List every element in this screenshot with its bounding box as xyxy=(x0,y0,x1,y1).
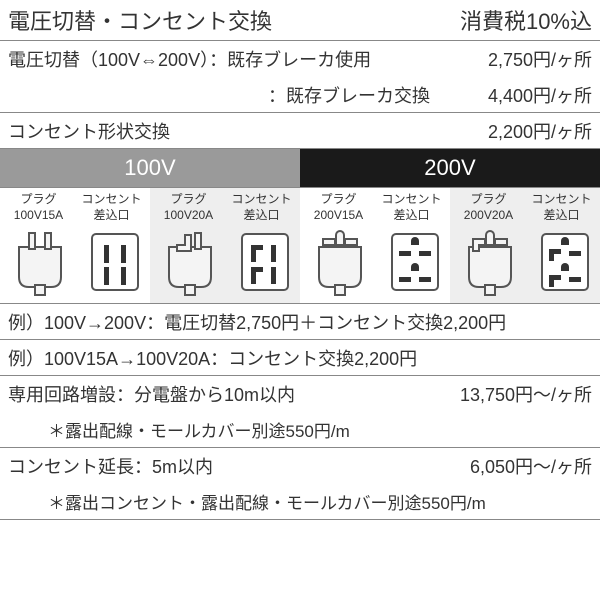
example-text: 例）100V→200V：電圧切替2,750円＋コンセント交換2,200円 xyxy=(8,309,506,335)
plug-label: プラグ 100V15A xyxy=(2,192,75,223)
plug-icon xyxy=(9,227,71,297)
plug-icon xyxy=(309,227,371,297)
plug-icon xyxy=(159,227,221,297)
extend-price: 6,050円～/ヶ所 xyxy=(470,453,592,479)
example-text: 例）100V15A→100V20A：コンセント交換2,200円 xyxy=(8,345,417,371)
extend-note-row: ＊露出コンセント・露出配線・モールカバー別途550円/m xyxy=(0,484,600,520)
outlet-label: コンセント 差込口 xyxy=(75,192,148,223)
extend-row: コンセント延長：5m以内 6,050円～/ヶ所 xyxy=(0,448,600,484)
outlet-icon xyxy=(239,231,291,293)
title: 電圧切替・コンセント交換 xyxy=(8,4,460,36)
price-value: 4,400円/ヶ所 xyxy=(442,82,592,108)
price-label: 電圧切替（100V⇔200V）：既存ブレーカ使用 xyxy=(8,46,488,72)
extend-label: コンセント延長：5m以内 xyxy=(8,453,470,479)
voltage-tabs: 100V 200V xyxy=(0,149,600,188)
example-row-2: 例）100V15A→100V20A：コンセント交換2,200円 xyxy=(0,340,600,376)
outlet-icon xyxy=(539,231,591,293)
circuit-note: ＊露出配線・モールカバー別途550円/m xyxy=(8,417,350,442)
price-row-2: ：既存ブレーカ交換 4,400円/ヶ所 xyxy=(0,77,600,113)
outlet-label: コンセント 差込口 xyxy=(225,192,298,223)
plug-label: プラグ 200V15A xyxy=(302,192,375,223)
outlet-icon xyxy=(389,231,441,293)
outlet-label: コンセント 差込口 xyxy=(375,192,448,223)
outlet-label: コンセント 差込口 xyxy=(525,192,598,223)
plug-icon xyxy=(459,227,521,297)
circuit-label: 専用回路増設：分電盤から10m以内 xyxy=(8,381,460,407)
price-label: ：既存ブレーカ交換 xyxy=(8,82,442,108)
plug-cell-200v15a: プラグ 200V15A コンセント 差込口 xyxy=(300,188,450,303)
tab-200v: 200V xyxy=(300,149,600,187)
price-row-1: 電圧切替（100V⇔200V）：既存ブレーカ使用 2,750円/ヶ所 xyxy=(0,41,600,77)
plug-row: プラグ 100V15A コンセント 差込口 プラグ 100V20A コンセント … xyxy=(0,188,600,304)
outlet-icon xyxy=(89,231,141,293)
circuit-note-row: ＊露出配線・モールカバー別途550円/m xyxy=(0,412,600,448)
plug-cell-100v15a: プラグ 100V15A コンセント 差込口 xyxy=(0,188,150,303)
extend-note: ＊露出コンセント・露出配線・モールカバー別途550円/m xyxy=(8,489,486,514)
example-row-1: 例）100V→200V：電圧切替2,750円＋コンセント交換2,200円 xyxy=(0,304,600,340)
price-value: 2,750円/ヶ所 xyxy=(488,46,592,72)
price-value: 2,200円/ヶ所 xyxy=(488,118,592,144)
plug-cell-100v20a: プラグ 100V20A コンセント 差込口 xyxy=(150,188,300,303)
tax-note: 消費税10%込 xyxy=(460,4,592,36)
header-row: 電圧切替・コンセント交換 消費税10%込 xyxy=(0,0,600,41)
plug-label: プラグ 100V20A xyxy=(152,192,225,223)
circuit-price: 13,750円～/ヶ所 xyxy=(460,381,592,407)
tab-100v: 100V xyxy=(0,149,300,187)
price-label: コンセント形状交換 xyxy=(8,118,488,144)
plug-cell-200v20a: プラグ 200V20A コンセント 差込口 xyxy=(450,188,600,303)
circuit-row: 専用回路増設：分電盤から10m以内 13,750円～/ヶ所 xyxy=(0,376,600,412)
plug-label: プラグ 200V20A xyxy=(452,192,525,223)
price-row-3: コンセント形状交換 2,200円/ヶ所 xyxy=(0,113,600,149)
